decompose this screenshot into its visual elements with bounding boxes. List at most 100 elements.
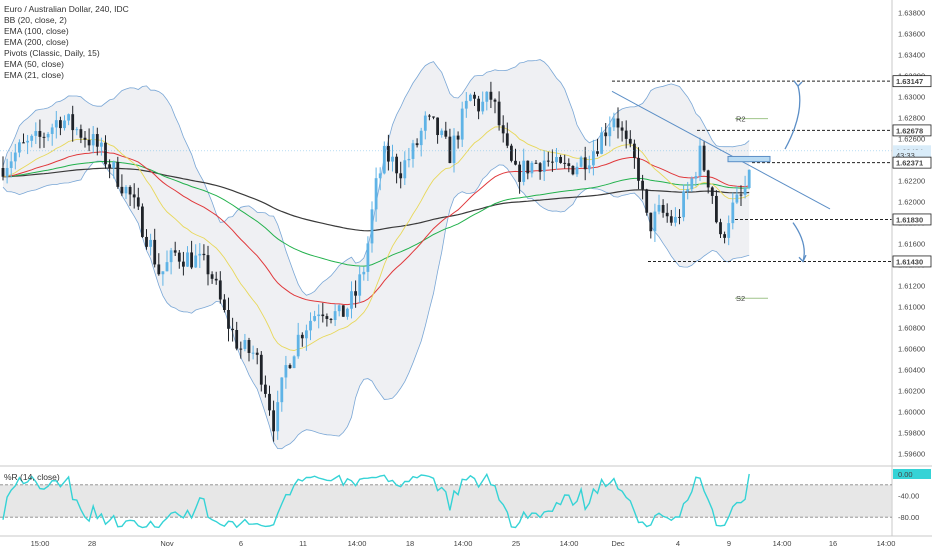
candle-body [259, 354, 263, 385]
candle-body [165, 262, 169, 272]
candle-body [678, 216, 681, 218]
candle-body [358, 274, 362, 296]
candle-body [542, 160, 546, 172]
candle-body [108, 164, 111, 169]
candle-body [452, 135, 456, 164]
candle-body [370, 209, 374, 244]
candle-body [428, 115, 431, 117]
candle-body [657, 204, 661, 212]
candle-body [300, 334, 304, 339]
candle-body [374, 178, 378, 210]
candle-body [136, 197, 140, 207]
time-tick-label: 4 [676, 539, 680, 548]
candle-body [9, 161, 13, 168]
candle-body [715, 195, 718, 223]
candle-body [26, 140, 29, 143]
time-tick-label: 14:00 [773, 539, 792, 548]
candle-body [333, 311, 337, 320]
candle-body [530, 162, 534, 174]
time-tick-label: 14:00 [454, 539, 473, 548]
candle-body [34, 131, 38, 136]
candle-body [42, 136, 46, 138]
candle-body [145, 236, 148, 247]
time-tick-label: 14:00 [877, 539, 896, 548]
candle-body [354, 291, 357, 296]
price-tag-label: 1.61830 [896, 215, 923, 224]
price-tick-label: 1.62600 [898, 135, 925, 144]
candle-body [194, 255, 198, 268]
candle-body [198, 253, 202, 256]
candle-body [227, 310, 230, 329]
price-tick-label: 1.60400 [898, 366, 925, 375]
price-tick-label: 1.60600 [898, 345, 925, 354]
candle-body [436, 117, 439, 136]
candle-body [243, 340, 247, 349]
candle-body [616, 118, 620, 128]
symbol-title: Euro / Australian Dollar, 240, IDC [4, 4, 129, 14]
candle-body [538, 163, 542, 172]
candle-body [661, 204, 665, 213]
candle-body [432, 116, 435, 118]
price-tick-label: 1.60200 [898, 387, 925, 396]
indicator-pivots: Pivots (Classic, Daily, 15) [4, 48, 100, 58]
candle-body [157, 264, 161, 275]
candle-body [223, 299, 226, 311]
candle-body [75, 129, 79, 131]
candle-body [739, 194, 743, 196]
candle-body [30, 135, 34, 141]
candle-body [546, 160, 550, 162]
time-tick-label: 9 [727, 539, 731, 548]
candle-body [440, 130, 444, 136]
candle-body [403, 160, 407, 179]
candle-body [587, 165, 591, 170]
candle-body [706, 170, 710, 188]
price-tick-label: 1.60000 [898, 408, 925, 417]
candle-body [382, 145, 386, 174]
candle-body [329, 318, 333, 320]
time-tick-label: 25 [512, 539, 520, 548]
wr-band-fill [0, 484, 892, 518]
candle-body [112, 161, 116, 169]
candle-body [559, 156, 562, 163]
wr-last-tag [893, 469, 931, 479]
candle-body [510, 145, 513, 161]
candle-body [415, 143, 419, 146]
candle-body [682, 191, 685, 218]
candle-body [669, 216, 673, 223]
candle-body [481, 101, 485, 112]
candle-body [169, 250, 173, 263]
candle-body [633, 143, 636, 158]
price-tag-label: 1.63147 [896, 77, 923, 86]
price-tag-box [892, 75, 932, 88]
time-tick-label: 15:00 [31, 539, 50, 548]
arrow-down-curve [792, 222, 805, 262]
candle-body [5, 167, 9, 177]
candle-body [628, 138, 632, 144]
candle-body [456, 135, 460, 140]
candle-body [67, 114, 70, 121]
candle-body [460, 108, 464, 140]
candle-body [579, 157, 583, 167]
candle-body [391, 156, 394, 162]
candle-body [514, 160, 517, 165]
candle-body [202, 253, 206, 256]
candle-body [313, 316, 316, 321]
candle-body [600, 132, 603, 154]
candle-body [710, 187, 714, 196]
pivot-r2-label: R2 [736, 115, 746, 124]
candle-body [206, 255, 210, 275]
price-tag-box [892, 255, 932, 268]
arrow-down-head [798, 254, 807, 263]
williams-r-title: %R (14, close) [4, 472, 60, 482]
candle-body [473, 94, 476, 99]
candle-body [522, 160, 526, 182]
candle-body [419, 130, 423, 146]
candle-body [190, 252, 193, 268]
candle-body [173, 250, 177, 253]
candle-body [567, 163, 571, 166]
candle-body [18, 142, 21, 153]
candle-body [116, 161, 120, 187]
candle-body [38, 131, 42, 137]
candle-body [387, 145, 390, 162]
